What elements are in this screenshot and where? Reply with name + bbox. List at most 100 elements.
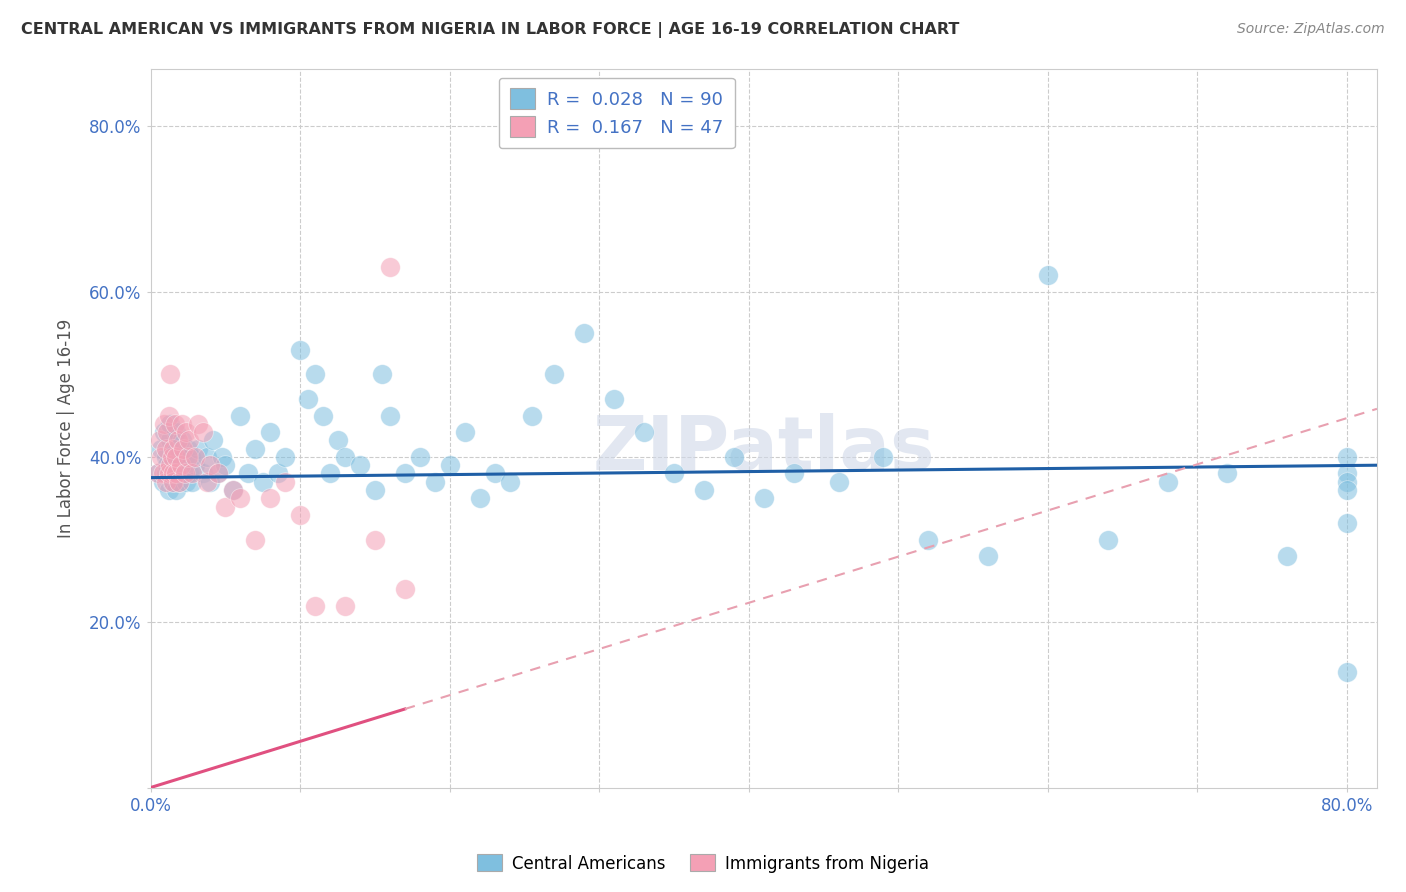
Point <box>752 491 775 506</box>
Point <box>166 434 188 448</box>
Point <box>274 450 297 464</box>
Point <box>603 392 626 406</box>
Point <box>1216 467 1239 481</box>
Point <box>917 533 939 547</box>
Point <box>165 483 187 497</box>
Point <box>159 434 181 448</box>
Point <box>252 475 274 489</box>
Point <box>180 450 202 464</box>
Point <box>378 409 401 423</box>
Point <box>267 467 290 481</box>
Point <box>364 533 387 547</box>
Point <box>152 475 174 489</box>
Point <box>167 475 190 489</box>
Point <box>409 450 432 464</box>
Point <box>1336 483 1358 497</box>
Point <box>229 491 252 506</box>
Point <box>150 450 173 464</box>
Point <box>1336 665 1358 679</box>
Point <box>167 475 190 489</box>
Point <box>170 434 193 448</box>
Point <box>245 533 267 547</box>
Point <box>319 467 342 481</box>
Point <box>827 475 849 489</box>
Point <box>166 467 188 481</box>
Point <box>245 442 267 456</box>
Point <box>543 368 565 382</box>
Point <box>162 442 184 456</box>
Point <box>173 442 195 456</box>
Point <box>394 582 416 597</box>
Point <box>977 549 1000 563</box>
Point <box>468 491 491 506</box>
Point <box>165 467 187 481</box>
Point <box>184 458 207 473</box>
Text: CENTRAL AMERICAN VS IMMIGRANTS FROM NIGERIA IN LABOR FORCE | AGE 16-19 CORRELATI: CENTRAL AMERICAN VS IMMIGRANTS FROM NIGE… <box>21 22 959 38</box>
Point <box>453 425 475 439</box>
Point <box>157 409 180 423</box>
Point <box>155 442 177 456</box>
Point <box>1336 475 1358 489</box>
Point <box>166 450 188 464</box>
Point <box>184 450 207 464</box>
Point <box>371 368 394 382</box>
Point <box>152 467 174 481</box>
Point <box>150 442 173 456</box>
Point <box>229 409 252 423</box>
Point <box>165 425 187 439</box>
Point <box>153 417 176 431</box>
Point <box>148 434 170 448</box>
Point <box>259 425 281 439</box>
Point <box>236 467 259 481</box>
Point <box>159 368 181 382</box>
Point <box>574 326 596 340</box>
Point <box>288 343 311 357</box>
Point <box>1336 467 1358 481</box>
Point <box>155 467 177 481</box>
Point <box>207 467 229 481</box>
Point <box>179 467 201 481</box>
Point <box>146 467 169 481</box>
Point <box>162 467 184 481</box>
Point <box>162 475 184 489</box>
Point <box>146 467 169 481</box>
Legend: Central Americans, Immigrants from Nigeria: Central Americans, Immigrants from Niger… <box>470 847 936 880</box>
Point <box>304 368 326 382</box>
Point <box>1036 268 1059 282</box>
Point <box>214 500 236 514</box>
Point <box>176 425 198 439</box>
Point <box>191 425 214 439</box>
Point <box>214 458 236 473</box>
Text: Source: ZipAtlas.com: Source: ZipAtlas.com <box>1237 22 1385 37</box>
Point <box>723 450 745 464</box>
Point <box>159 458 181 473</box>
Point <box>177 450 200 464</box>
Point <box>165 450 187 464</box>
Point <box>159 417 181 431</box>
Y-axis label: In Labor Force | Age 16-19: In Labor Force | Age 16-19 <box>58 318 75 538</box>
Point <box>222 483 245 497</box>
Point <box>181 475 204 489</box>
Point <box>498 475 520 489</box>
Point <box>160 475 183 489</box>
Point <box>364 483 387 497</box>
Point <box>1336 450 1358 464</box>
Point <box>349 458 371 473</box>
Point <box>156 458 179 473</box>
Point <box>333 450 356 464</box>
Point <box>163 417 186 431</box>
Legend: R =  0.028   N = 90, R =  0.167   N = 47: R = 0.028 N = 90, R = 0.167 N = 47 <box>499 78 734 148</box>
Point <box>378 260 401 274</box>
Point <box>169 458 191 473</box>
Point <box>174 450 197 464</box>
Point <box>259 491 281 506</box>
Point <box>782 467 804 481</box>
Point <box>200 458 222 473</box>
Point <box>662 467 685 481</box>
Point <box>162 467 184 481</box>
Point <box>439 458 461 473</box>
Point <box>326 434 349 448</box>
Point <box>211 450 233 464</box>
Point <box>1336 516 1358 530</box>
Point <box>173 467 195 481</box>
